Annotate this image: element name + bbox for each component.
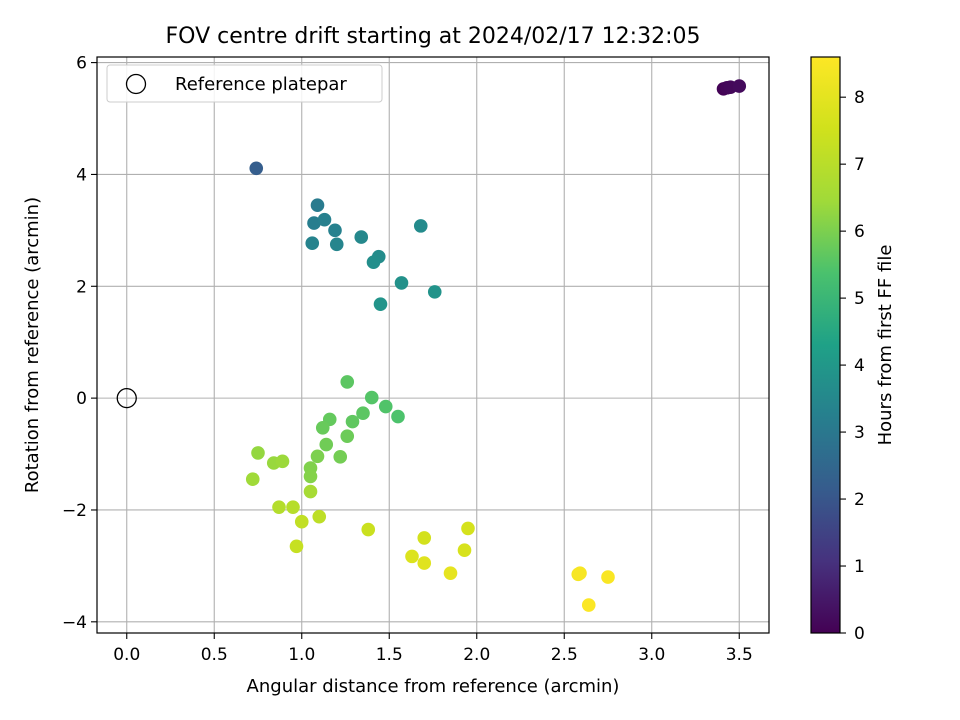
x-tick-label: 1.0 <box>288 645 315 665</box>
colorbar-tick-label: 4 <box>854 356 865 376</box>
y-tick-label: 4 <box>76 165 87 185</box>
colorbar-tick-label: 3 <box>854 423 865 443</box>
data-point <box>732 79 747 93</box>
data-point <box>378 399 393 414</box>
data-point <box>361 522 376 537</box>
data-point <box>573 566 587 580</box>
x-axis-ticks: 0.0 0.5 1.0 1.5 2.0 2.5 3.0 3.5 <box>113 633 753 665</box>
data-point <box>329 237 344 252</box>
y-tick-label: 6 <box>76 54 87 74</box>
data-point <box>427 285 442 299</box>
data-point <box>294 514 309 529</box>
data-point <box>443 566 458 580</box>
y-tick-label: −4 <box>62 613 87 633</box>
data-point <box>245 472 260 487</box>
data-point <box>333 450 348 464</box>
legend-entry-reference: Reference platepar <box>175 74 347 95</box>
legend-marker-reference <box>125 73 147 95</box>
colorbar-tick-label: 0 <box>854 624 865 644</box>
colorbar-tick-label: 7 <box>854 155 865 175</box>
data-point <box>272 500 286 514</box>
data-point <box>305 236 320 251</box>
data-points <box>116 79 747 612</box>
data-point <box>601 570 615 584</box>
data-point <box>286 500 300 514</box>
data-point <box>317 212 332 227</box>
y-tick-label: 2 <box>76 277 87 297</box>
x-tick-label: 1.5 <box>376 645 403 665</box>
data-point <box>319 437 334 452</box>
x-tick-label: 0.0 <box>113 645 140 665</box>
y-axis-ticks: −4 −2 0 2 4 6 <box>62 54 97 633</box>
data-point <box>405 549 419 564</box>
x-axis-label: Angular distance from reference (arcmin) <box>247 676 620 697</box>
x-tick-label: 3.5 <box>726 645 753 665</box>
data-point <box>310 198 325 212</box>
data-point <box>581 598 596 612</box>
colorbar-label: Hours from first FF file <box>875 245 896 446</box>
data-point <box>394 276 409 290</box>
colorbar-tick-label: 2 <box>854 490 865 510</box>
y-tick-label: 0 <box>76 389 87 409</box>
data-point <box>340 429 355 443</box>
data-point <box>461 521 475 536</box>
y-tick-label: −2 <box>62 501 87 521</box>
data-point <box>312 509 327 524</box>
colorbar-tick-label: 5 <box>854 289 865 309</box>
data-point <box>310 449 325 464</box>
legend-box <box>106 64 383 103</box>
data-point <box>303 484 318 499</box>
colorbar-tick-label: 1 <box>854 557 865 577</box>
data-point <box>366 255 381 270</box>
colorbar-tick-label: 8 <box>854 88 865 108</box>
reference-platepar-marker <box>116 387 137 409</box>
data-point <box>417 531 432 545</box>
data-point <box>457 543 472 558</box>
x-tick-label: 3.0 <box>638 645 665 665</box>
colorbar-gradient <box>810 56 841 634</box>
data-point <box>303 469 318 484</box>
data-point <box>417 556 432 570</box>
data-point <box>315 420 330 435</box>
colorbar-tick-label: 6 <box>854 222 865 242</box>
data-point <box>356 406 370 421</box>
legend: Reference platepar <box>106 64 383 103</box>
grid <box>97 57 769 633</box>
data-point <box>391 409 405 424</box>
data-point <box>340 375 355 389</box>
plot-frame <box>96 56 770 634</box>
colorbar-ticks: 0 1 2 3 4 5 6 7 8 <box>840 88 865 644</box>
x-tick-label: 0.5 <box>201 645 228 665</box>
data-point <box>249 161 264 176</box>
y-axis-label: Rotation from reference (arcmin) <box>22 197 43 493</box>
data-point <box>373 297 388 311</box>
data-point <box>289 539 304 554</box>
x-tick-label: 2.5 <box>551 645 578 665</box>
data-point <box>275 454 290 469</box>
colorbar: 0 1 2 3 4 5 6 7 8 Hours from first FF file <box>810 56 896 644</box>
data-point <box>345 414 360 429</box>
data-point <box>354 230 369 244</box>
data-point <box>328 223 342 238</box>
data-point <box>251 446 265 460</box>
chart-title: FOV centre drift starting at 2024/02/17 … <box>166 24 701 49</box>
data-point <box>307 216 321 230</box>
x-tick-label: 2.0 <box>463 645 490 665</box>
data-point <box>413 219 428 233</box>
data-point <box>364 390 379 405</box>
